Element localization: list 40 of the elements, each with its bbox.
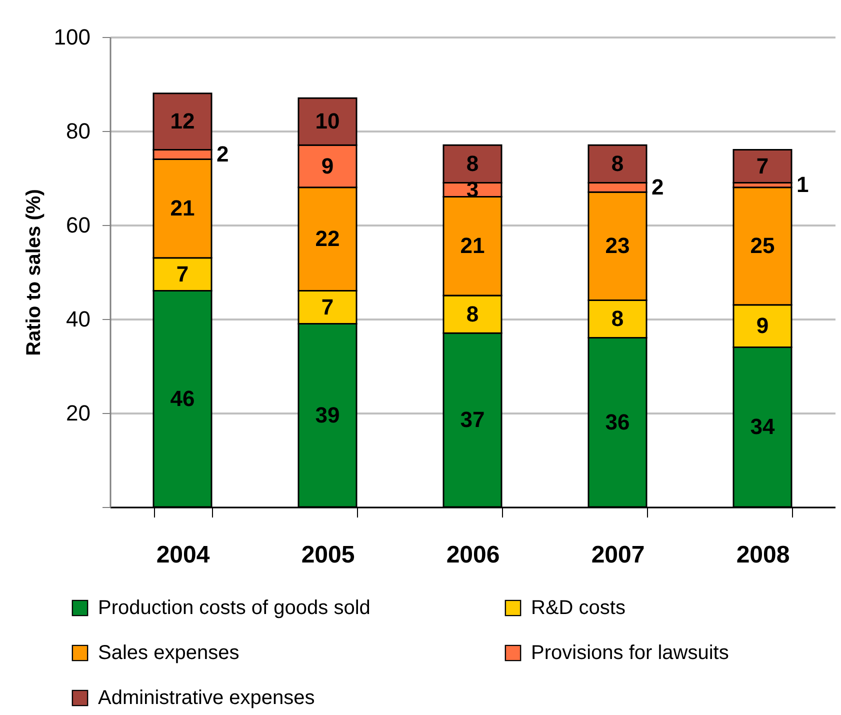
data-label: 8 [466,301,479,326]
y-tick-label: 40 [66,306,90,332]
legend-label: Administrative expenses [98,687,315,709]
data-label: 7 [756,153,769,178]
data-label: 36 [605,409,630,434]
y-axis-title: Ratio to sales (%) [22,189,45,356]
data-label: 8 [466,150,479,176]
data-label: 8 [611,150,624,176]
data-label: 9 [321,153,334,178]
data-label: 12 [170,108,195,134]
legend-label: Sales expenses [98,642,240,664]
data-label: 25 [750,233,775,258]
data-label: 1 [796,172,809,198]
x-tick-label: 2007 [591,542,645,568]
data-label: 9 [756,313,769,338]
data-label: 21 [460,233,485,258]
x-tick-label: 2005 [301,542,355,568]
data-label: 2 [216,142,229,166]
data-label: 8 [611,306,624,331]
legend-label: Provisions for lawsuits [531,642,729,664]
data-label: 2 [652,174,664,200]
data-label: 10 [315,108,340,134]
x-tick-label: 2004 [156,542,210,568]
data-label: 46 [170,386,195,411]
data-label: 21 [170,196,195,221]
x-tick-label: 2008 [736,542,790,568]
data-label: 22 [315,226,340,252]
legend-label: R&D costs [531,597,626,619]
y-tick-label: 80 [66,118,90,144]
y-tick-label: 100 [54,24,90,50]
y-tick-label: 20 [66,400,90,426]
x-tick-label: 2006 [446,542,500,568]
data-label: 23 [605,233,630,258]
data-label: 7 [176,261,189,286]
data-label: 37 [460,407,485,432]
y-tick-label: 60 [66,212,90,238]
data-label: 39 [315,402,340,428]
data-label: 34 [750,414,776,440]
data-label: 7 [321,294,334,320]
legend-label: Production costs of goods sold [98,597,370,619]
